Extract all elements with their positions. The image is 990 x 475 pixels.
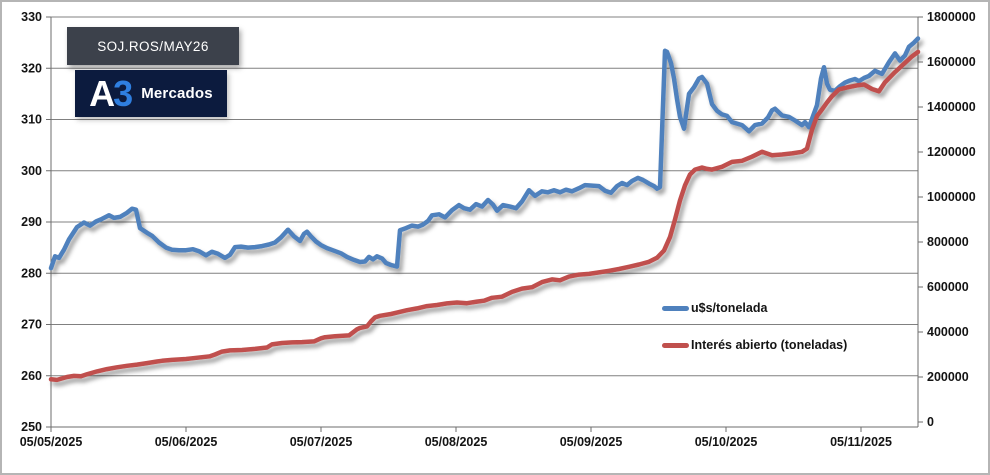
y-left-tick-label: 280 (21, 266, 42, 280)
y-left-tick-label: 330 (21, 10, 42, 24)
x-axis-tick-label: 05/06/2025 (155, 435, 218, 449)
y-right-tick-label: 200000 (927, 370, 969, 384)
y-left-tick-label: 320 (21, 61, 42, 75)
y-right-tick-label: 400000 (927, 325, 969, 339)
y-right-tick-label: 800000 (927, 235, 969, 249)
open-interest-series-line (48, 49, 921, 383)
y-left-tick-label: 290 (21, 215, 42, 229)
y-left-tick-label: 260 (21, 369, 42, 383)
a3-mercados-logo: A 3 Mercados (75, 70, 227, 117)
x-axis-tick-label: 05/09/2025 (560, 435, 623, 449)
legend-item-price: u$s/tonelada (662, 301, 767, 315)
y-right-tick-label: 1200000 (927, 145, 976, 159)
legend-swatch-open-interest (662, 342, 689, 348)
logo-digit-3: 3 (113, 72, 134, 114)
y-right-tick-label: 1400000 (927, 100, 976, 114)
y-right-tick-label: 0 (927, 415, 934, 429)
legend-item-open-interest: Interés abierto (toneladas) (662, 338, 847, 352)
price-series-line (48, 36, 921, 271)
logo-word-mercados: Mercados (141, 85, 213, 102)
x-axis-tick-label: 05/07/2025 (290, 435, 353, 449)
x-axis-tick-label: 05/10/2025 (695, 435, 758, 449)
chart-title: SOJ.ROS/MAY26 (97, 38, 209, 54)
y-right-tick-label: 600000 (927, 280, 969, 294)
chart-title-box: SOJ.ROS/MAY26 (67, 27, 239, 65)
legend-swatch-price (662, 305, 689, 311)
x-axis-tick-label: 05/08/2025 (425, 435, 488, 449)
y-right-tick-label: 1000000 (927, 190, 976, 204)
y-right-tick-label: 1800000 (927, 10, 976, 24)
legend-label-open-interest: Interés abierto (toneladas) (691, 338, 848, 352)
legend-label-price: u$s/tonelada (691, 301, 768, 315)
logo-letter-a: A (89, 72, 116, 114)
y-left-tick-label: 300 (21, 164, 42, 178)
x-axis-tick-label: 05/05/2025 (20, 435, 83, 449)
y-left-tick-label: 250 (21, 420, 42, 434)
x-axis-tick-label: 05/11/2025 (830, 435, 892, 449)
y-left-tick-label: 310 (21, 113, 42, 127)
y-right-tick-label: 1600000 (927, 55, 976, 69)
y-left-tick-label: 270 (21, 318, 42, 332)
